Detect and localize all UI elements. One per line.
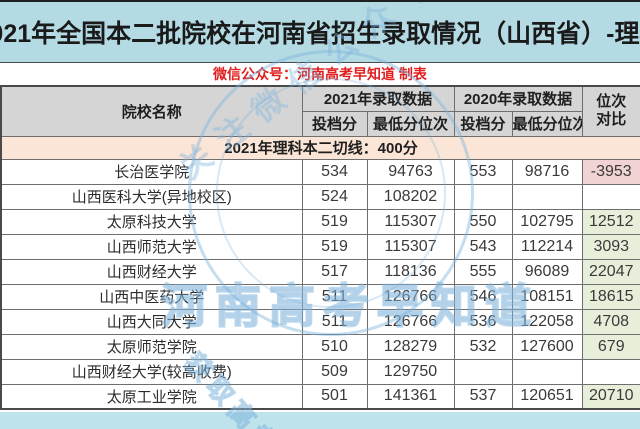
header-college-name: 院校名称: [0, 85, 303, 137]
rank-2020: 96089: [511, 258, 583, 285]
rank-2021: 126766: [366, 283, 455, 310]
table-row: 山西大同大学 511 126766 536 122058 4708: [0, 308, 640, 335]
score-2021: 534: [301, 158, 368, 185]
rank-2021: 94763: [366, 158, 455, 185]
table-row: 山西医科大学(异地校区) 524 108202: [0, 183, 640, 210]
header-rank-compare-line2: 对比: [596, 111, 627, 129]
score-2020: [453, 358, 513, 385]
credit-line: 微信公众号：河南高考早知道 制表: [0, 63, 640, 85]
rank-2020: 102795: [511, 208, 583, 235]
college-name: 太原师范学院: [0, 333, 303, 360]
header-group-2021: 2021年录取数据: [301, 85, 455, 112]
rank-2021: 129750: [366, 358, 455, 385]
rank-diff: 12512: [581, 208, 640, 235]
score-2020: 536: [453, 308, 513, 335]
header-score-2021: 投档分: [301, 110, 368, 137]
college-name: 山西医科大学(异地校区): [0, 183, 303, 210]
cutoff-row: 2021年理科本二切线：400分: [0, 135, 640, 160]
table-row: 山西财经大学(较高收费) 509 129750: [0, 358, 640, 385]
score-2021: 510: [301, 333, 368, 360]
rank-2020: 108151: [511, 283, 583, 310]
rank-2021: 115307: [366, 208, 455, 235]
header-rank-2020: 最低分位次: [511, 110, 583, 137]
college-name: 山西大同大学: [0, 308, 303, 335]
page-title: 2021年全国本二批院校在河南省招生录取情况（山西省）-理科: [0, 20, 640, 48]
header-group-2020: 2020年录取数据: [453, 85, 583, 112]
header-rank-compare: 位次 对比: [581, 85, 640, 137]
table-row: 长治医学院 534 94763 553 98716 -3953: [0, 158, 640, 185]
score-2021: 519: [301, 233, 368, 260]
header-rank-2021: 最低分位次: [366, 110, 455, 137]
score-2021: 511: [301, 308, 368, 335]
college-name: 太原工业学院: [0, 383, 303, 410]
score-2020: 550: [453, 208, 513, 235]
rank-diff: 18615: [581, 283, 640, 310]
score-2021: 511: [301, 283, 368, 310]
rank-diff: 4708: [581, 308, 640, 335]
rank-2020: 112214: [511, 233, 583, 260]
rank-2021: 108202: [366, 183, 455, 210]
score-2021: 519: [301, 208, 368, 235]
college-name: 太原科技大学: [0, 208, 303, 235]
score-2021: 517: [301, 258, 368, 285]
header-rank-compare-line1: 位次: [596, 92, 627, 110]
score-2021: 524: [301, 183, 368, 210]
score-2020: 543: [453, 233, 513, 260]
score-2020: 532: [453, 333, 513, 360]
table-row: 太原工业学院 501 141361 537 120651 20710: [0, 383, 640, 410]
table-row: 山西财经大学 517 118136 555 96089 22047: [0, 258, 640, 285]
score-2020: 553: [453, 158, 513, 185]
rank-2020: 98716: [511, 158, 583, 185]
table-header: 院校名称 2021年录取数据 2020年录取数据 位次 对比 投档分 最低分位次…: [0, 85, 640, 137]
score-2020: 555: [453, 258, 513, 285]
rank-2021: 141361: [366, 383, 455, 410]
score-2020: 537: [453, 383, 513, 410]
rank-diff: -3953: [581, 158, 640, 185]
score-2021: 509: [301, 358, 368, 385]
rank-2020: [511, 183, 583, 210]
score-2021: 501: [301, 383, 368, 410]
wechat-credit-text: 微信公众号：河南高考早知道 制表: [213, 66, 427, 82]
table-row: 山西师范大学 519 115307 543 112214 3093: [0, 233, 640, 260]
rank-2020: [511, 358, 583, 385]
rank-diff: 22047: [581, 258, 640, 285]
college-name: 山西财经大学(较高收费): [0, 358, 303, 385]
rank-2021: 118136: [366, 258, 455, 285]
rank-2020: 120651: [511, 383, 583, 410]
footer-strip: [0, 412, 640, 429]
rank-2021: 126766: [366, 308, 455, 335]
table-row: 太原科技大学 519 115307 550 102795 12512: [0, 208, 640, 235]
college-name: 长治医学院: [0, 158, 303, 185]
rank-diff: [581, 358, 640, 385]
rank-diff: [581, 183, 640, 210]
college-name: 山西中医药大学: [0, 283, 303, 310]
score-2020: [453, 183, 513, 210]
rank-2020: 122058: [511, 308, 583, 335]
table-row: 太原师范学院 510 128279 532 127600 679: [0, 333, 640, 360]
college-name: 山西财经大学: [0, 258, 303, 285]
rank-2020: 127600: [511, 333, 583, 360]
rank-diff: 20710: [581, 383, 640, 410]
college-name: 山西师范大学: [0, 233, 303, 260]
rank-diff: 3093: [581, 233, 640, 260]
admission-table: 院校名称 2021年录取数据 2020年录取数据 位次 对比 投档分 最低分位次…: [0, 85, 640, 410]
header-score-2020: 投档分: [453, 110, 513, 137]
cutoff-note: 2021年理科本二切线：400分: [0, 135, 640, 160]
table-row: 山西中医药大学 511 126766 546 108151 18615: [0, 283, 640, 310]
rank-diff: 679: [581, 333, 640, 360]
rank-2021: 115307: [366, 233, 455, 260]
title-bar: 2021年全国本二批院校在河南省招生录取情况（山西省）-理科: [0, 2, 640, 63]
rank-2021: 128279: [366, 333, 455, 360]
score-2020: 546: [453, 283, 513, 310]
